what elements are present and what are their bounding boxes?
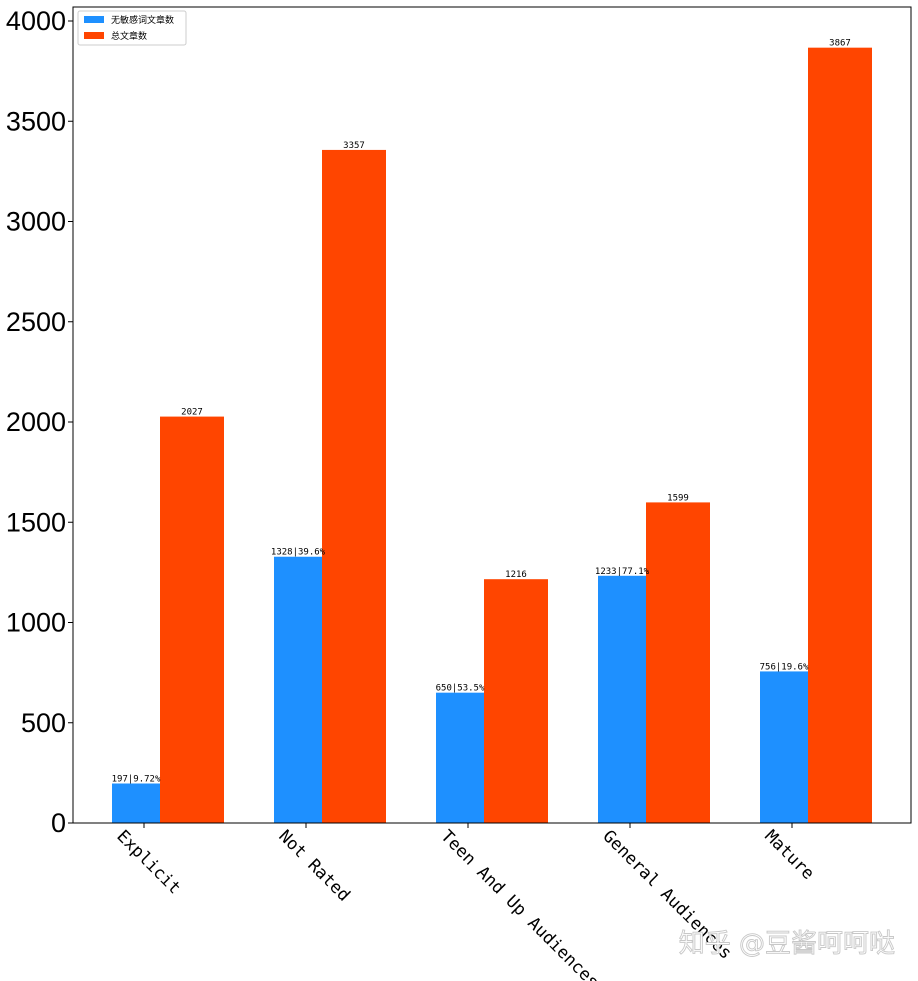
- data-label-total-1: 2027: [181, 408, 203, 418]
- legend-swatch-series-1: [84, 16, 104, 23]
- bars-layer: [112, 47, 872, 823]
- watermark-text: 知乎 @豆酱呵呵哒: [679, 929, 895, 959]
- legend: 无敏感词文章数 总文章数: [77, 10, 187, 46]
- bar-no-sensitive-3: [436, 692, 484, 823]
- bar-no-sensitive-2: [274, 556, 322, 823]
- data-label-total-4: 1599: [667, 493, 689, 503]
- y-tick-label: 0: [51, 808, 66, 838]
- bar-no-sensitive-5: [760, 671, 808, 823]
- data-label-total-3: 1216: [505, 570, 527, 580]
- x-tick-label: Mature: [760, 826, 818, 884]
- y-tick-label: 1000: [6, 608, 66, 638]
- data-label-no-sensitive-2: 1328|39.6%: [271, 548, 326, 558]
- x-tick-label: Not Rated: [274, 826, 353, 905]
- x-tick-label: Teen And Up Audiences: [436, 826, 602, 981]
- data-label-no-sensitive-4: 1233|77.1%: [595, 567, 650, 577]
- y-tick-label: 3500: [6, 106, 66, 136]
- y-tick-label: 2500: [6, 307, 66, 337]
- data-label-no-sensitive-1: 197|9.72%: [112, 775, 161, 785]
- plot-frame: [72, 6, 912, 824]
- legend-label-series-2: 总文章数: [111, 30, 147, 42]
- y-tick-label: 2000: [6, 407, 66, 437]
- data-label-no-sensitive-5: 756|19.6%: [760, 662, 809, 672]
- y-tick-label: 4000: [6, 6, 66, 36]
- y-tick-label: 1500: [6, 507, 66, 537]
- legend-swatch-series-2: [84, 32, 104, 39]
- data-label-total-5: 3867: [829, 39, 851, 49]
- legend-frame: [77, 10, 187, 46]
- y-tick-label: 3000: [6, 207, 66, 237]
- bar-total-3: [484, 579, 548, 823]
- bar-total-5: [808, 47, 872, 823]
- bar-total-4: [646, 502, 710, 823]
- bar-no-sensitive-1: [112, 783, 160, 823]
- bar-no-sensitive-4: [598, 575, 646, 823]
- y-axis: 0 500 1000 1500 2000 2500 3000 3500 4000: [6, 6, 73, 838]
- data-labels-layer: 197|9.72% 2027 1328|39.6% 3357 650|53.5% 1216…: [112, 39, 851, 785]
- x-tick-label: Explicit: [112, 826, 184, 898]
- bar-total-1: [160, 416, 224, 823]
- bar-total-2: [322, 149, 386, 823]
- data-label-total-2: 3357: [343, 141, 365, 151]
- y-tick-label: 500: [21, 708, 66, 738]
- data-label-no-sensitive-3: 650|53.5%: [436, 684, 485, 694]
- legend-label-series-1: 无敏感词文章数: [111, 14, 174, 26]
